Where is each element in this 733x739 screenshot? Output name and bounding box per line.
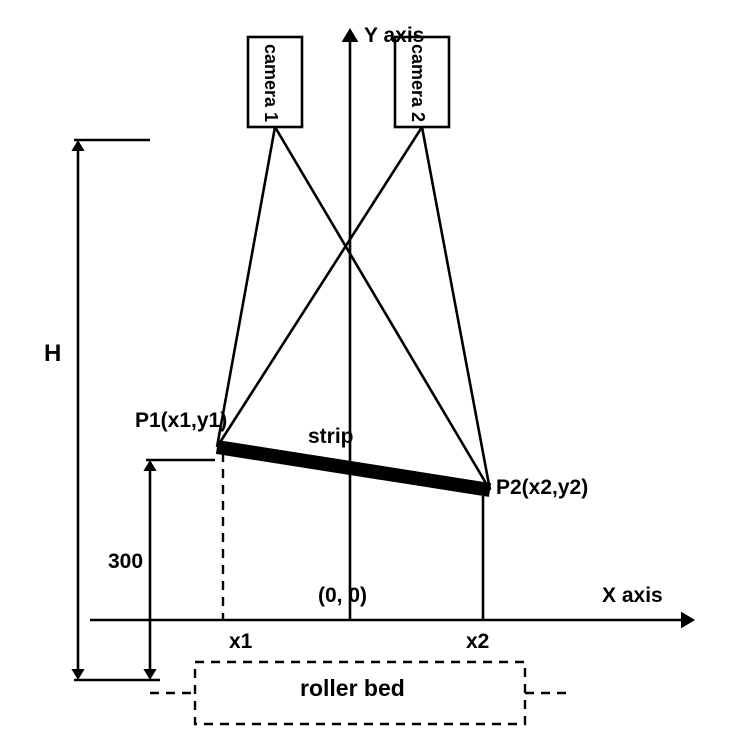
camera-1-label: camera 1 (260, 44, 281, 122)
diagram-svg (0, 0, 733, 739)
camera-2-label: camera 2 (407, 44, 428, 122)
x-axis-label: X axis (602, 584, 663, 608)
x1-tick-label: x1 (229, 630, 252, 654)
origin-label: (0, 0) (318, 584, 367, 608)
p1-label: P1(x1,y1) (135, 409, 227, 433)
dim-300-label: 300 (108, 550, 143, 574)
roller-bed-label: roller bed (300, 675, 405, 702)
p2-label: P2(x2,y2) (496, 476, 588, 500)
x2-tick-label: x2 (466, 630, 489, 654)
height-h-label: H (44, 340, 61, 368)
strip-label: strip (308, 425, 354, 449)
diagram-stage: Y axis X axis (0, 0) camera 1 camera 2 P… (0, 0, 733, 739)
